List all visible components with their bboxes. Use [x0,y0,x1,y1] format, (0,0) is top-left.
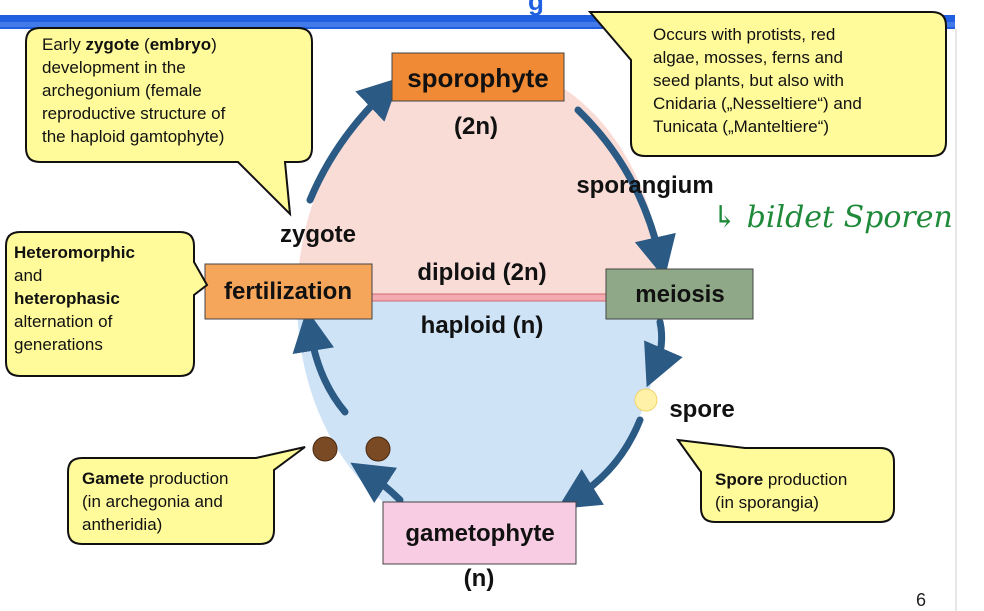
haploid-label: haploid (n) [421,312,544,339]
sporophyte-box [391,52,565,102]
gamete-dot-1 [312,436,338,462]
callout-occurs-bubble [587,11,947,157]
header-bar-highlight [0,22,955,27]
arrow-sporophyte-to-meiosis [574,106,676,279]
callout-gamete-text: Gamete production (in archegonia and anthe… [82,469,229,534]
callout-heteromorphic-text: Heteromorphic and heterophasic alternation … [14,243,135,354]
callout-spore-bubble [675,438,895,523]
arrow-gametophyte-to-gametes [350,462,404,504]
callout-zygote-run: reproductive structure of [42,104,226,123]
zygote-label: zygote [280,221,356,248]
sporophyte-ploidy: (2n) [454,113,498,140]
callout-zygote-run: zygote [85,35,139,54]
callout-gamete-run: (in archegonia and [82,492,223,511]
callout-zygote-run: embryo [150,35,211,54]
header-title-fragment: g [528,0,544,16]
callout-heteromorphic-run: Heteromorphic [14,243,135,262]
sporangium-label: sporangium [576,172,713,199]
callout-heteromorphic-run: generations [14,335,103,354]
callout-heteromorphic-run: alternation of [14,312,113,331]
gamete-dot-2 [365,436,391,462]
arrow-spore-to-gametophyte [557,416,644,510]
callout-occurs-run: algae, mosses, ferns and [653,48,843,67]
meiosis-label: meiosis [635,281,724,308]
fertilization-box [204,263,373,320]
callout-gamete-run: Gamete [82,469,144,488]
callout-occurs-text: Occurs with protists, red algae, mosses, … [653,25,862,136]
arrow-zygote-to-sporophyte [306,77,401,204]
handwritten-note: ↳ bildet Sporen [712,200,953,235]
ploidy-divider [371,293,609,302]
callout-heteromorphic-bubble [5,231,209,377]
gametophyte-ploidy: (n) [464,565,495,592]
diploid-label: diploid (2n) [417,259,546,286]
callout-zygote-text: Early zygote (embryo) development in the a… [42,35,226,146]
callout-spore_prod-run: production [763,470,847,489]
callout-zygote-bubble [25,27,313,217]
callout-occurs-run: Tunicata („Manteltiere“) [653,117,829,136]
callout-occurs-run: Cnidaria („Nesseltiere“) and [653,94,862,113]
callout-zygote-run: development in the [42,58,186,77]
callout-spore-text: Spore production (in sporangia) [715,470,847,512]
callout-gamete-run: antheridia) [82,515,162,534]
callout-occurs-run: Occurs with protists, red [653,25,835,44]
spore-dot [634,388,658,412]
callout-zygote-run: ( [139,35,150,54]
sporophyte-label: sporophyte [407,63,549,93]
spore-label: spore [669,396,734,423]
gametophyte-label: gametophyte [405,520,554,547]
fertilization-label: fertilization [224,278,352,305]
callout-gamete-run: production [144,469,228,488]
callout-zygote-run: the haploid gamtophyte) [42,127,224,146]
callout-zygote-run: ) [211,35,217,54]
callout-gamete-bubble [67,446,306,545]
meiosis-box [605,268,754,320]
callout-zygote-run: Early [42,35,85,54]
gametophyte-box [382,501,577,565]
callout-spore_prod-run: (in sporangia) [715,493,819,512]
arrow-meiosis-to-spore [644,318,683,388]
callout-spore_prod-run: Spore [715,470,763,489]
cycle-arrows [292,77,683,510]
callout-heteromorphic-run: and [14,266,42,285]
callout-occurs-run: seed plants, but also with [653,71,844,90]
callout-heteromorphic-run: heterophasic [14,289,120,308]
page-number: 6 [915,590,926,610]
callout-zygote-run: archegonium (female [42,81,202,100]
arrow-gametes-to-fertilization [292,309,349,416]
